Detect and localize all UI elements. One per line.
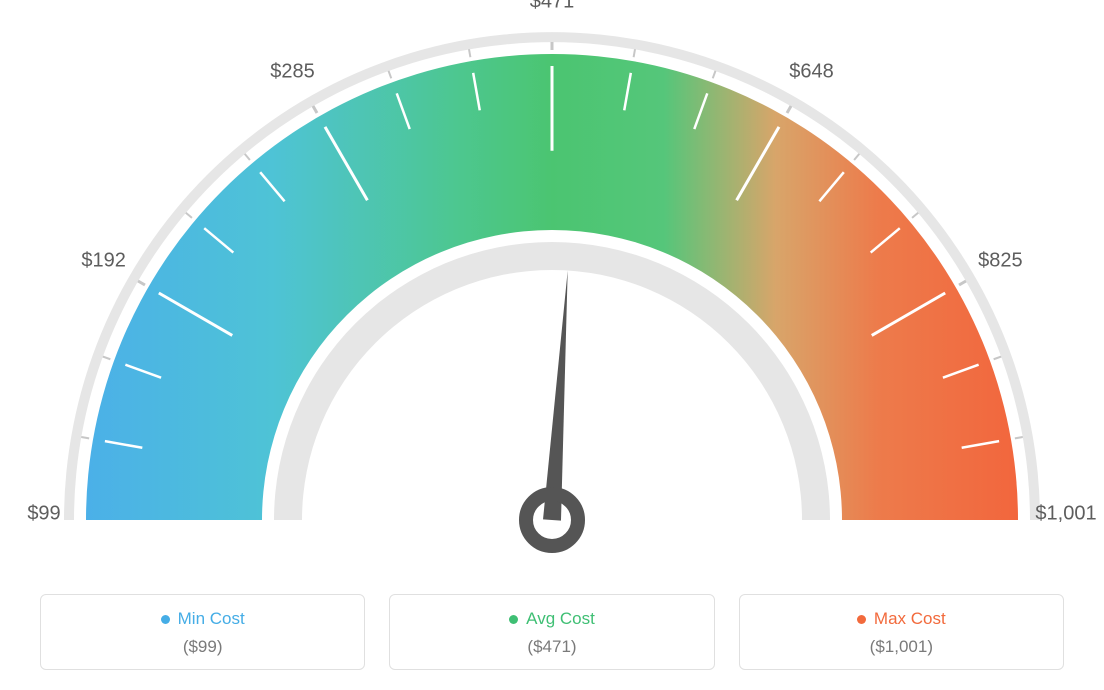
dot-icon bbox=[161, 615, 170, 624]
dot-icon bbox=[509, 615, 518, 624]
legend-label-max: Max Cost bbox=[857, 609, 946, 629]
legend-min-text: Min Cost bbox=[178, 609, 245, 629]
gauge-tick-label: $825 bbox=[978, 249, 1023, 272]
legend-max-value: ($1,001) bbox=[740, 637, 1063, 657]
legend-card-min: Min Cost ($99) bbox=[40, 594, 365, 670]
legend-min-value: ($99) bbox=[41, 637, 364, 657]
dot-icon bbox=[857, 615, 866, 624]
gauge-svg bbox=[0, 0, 1104, 560]
gauge-tick-label: $1,001 bbox=[1035, 503, 1096, 526]
legend-card-max: Max Cost ($1,001) bbox=[739, 594, 1064, 670]
gauge-area: $99 $192 $285 $471 $648 $825 $1,001 bbox=[0, 0, 1104, 560]
gauge-tick-label: $648 bbox=[789, 60, 834, 83]
gauge-tick-label: $471 bbox=[530, 0, 575, 14]
legend-max-text: Max Cost bbox=[874, 609, 946, 629]
gauge-tick-label: $285 bbox=[270, 60, 315, 83]
legend-label-min: Min Cost bbox=[161, 609, 245, 629]
gauge-chart-container: $99 $192 $285 $471 $648 $825 $1,001 Min Cost (… bbox=[0, 0, 1104, 690]
gauge-tick-label: $192 bbox=[81, 249, 126, 272]
legend-avg-value: ($471) bbox=[390, 637, 713, 657]
legend-avg-text: Avg Cost bbox=[526, 609, 595, 629]
legend-label-avg: Avg Cost bbox=[509, 609, 595, 629]
legend-card-avg: Avg Cost ($471) bbox=[389, 594, 714, 670]
gauge-tick-label: $99 bbox=[27, 503, 60, 526]
legend-row: Min Cost ($99) Avg Cost ($471) Max Cost … bbox=[40, 594, 1064, 670]
